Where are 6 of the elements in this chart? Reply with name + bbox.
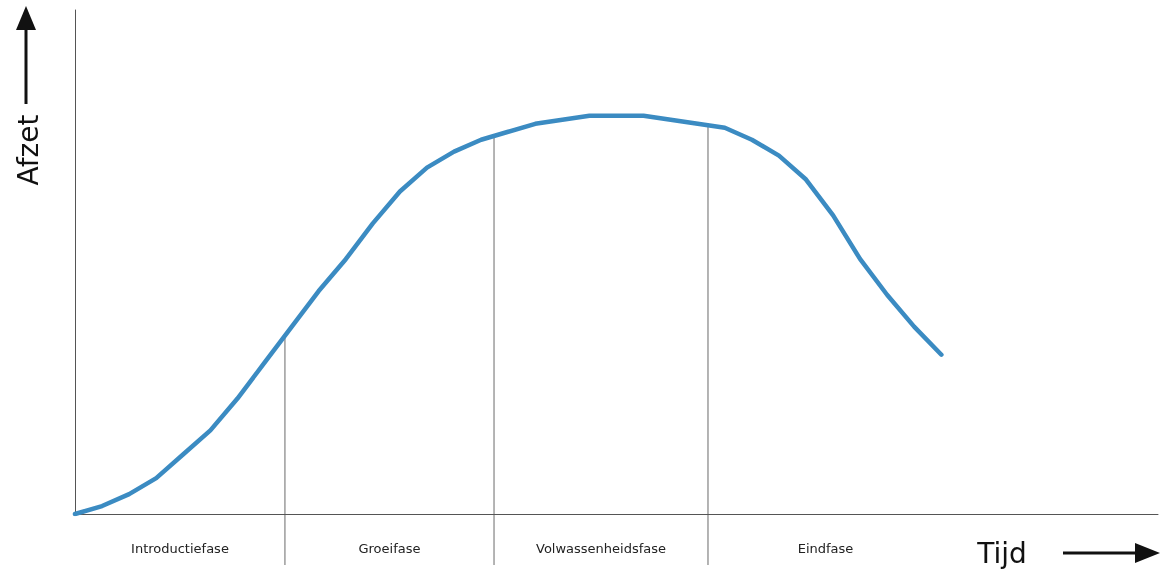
text: Groeifase	[358, 540, 421, 556]
y-axis-title: Afzet	[11, 114, 45, 186]
x-axis-title: Tijd	[976, 536, 1027, 570]
text: Eindfase	[797, 540, 854, 556]
text: Volwassenheidsfase	[535, 540, 667, 556]
text: Introductiefase	[131, 540, 229, 556]
